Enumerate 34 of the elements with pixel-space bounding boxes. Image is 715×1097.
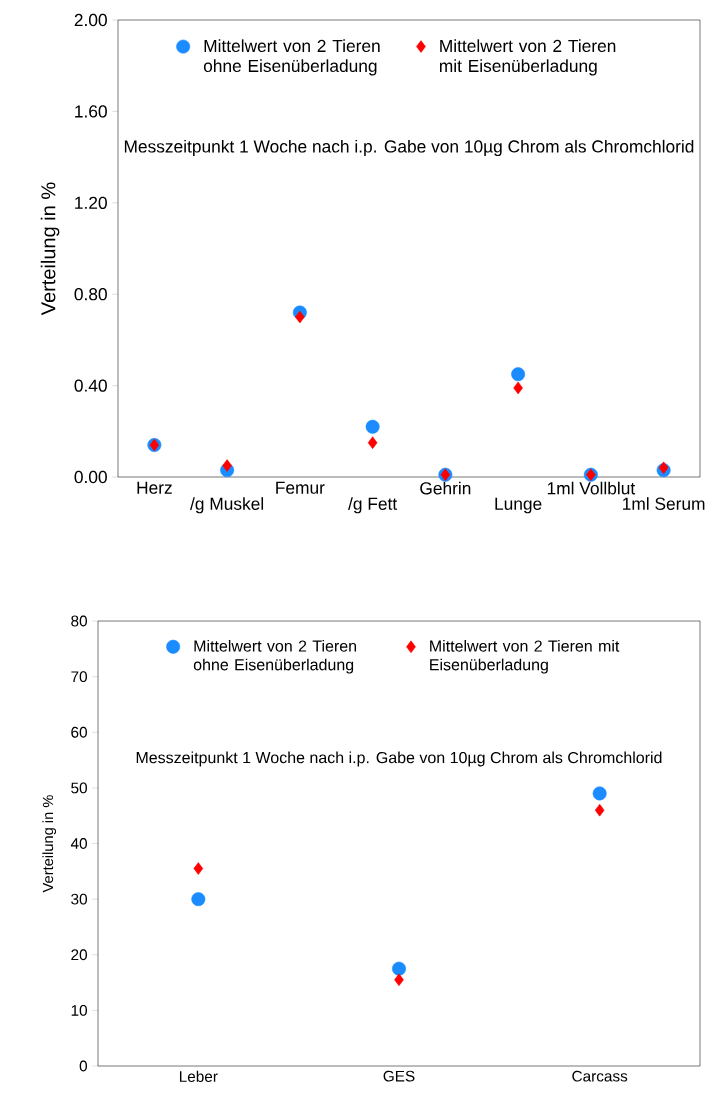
y-tick-label: 10 (71, 1004, 87, 1016)
y-tick-label: 0.40 (74, 379, 107, 392)
y-tick-label: 0.00 (74, 470, 107, 484)
x-tick-label: 1ml Serum (623, 497, 705, 510)
y-axis-title: Verteilung in % (40, 182, 60, 316)
annotation: Messzeitpunkt 1 Woche nach i.p. Gabe von 10µg Chrom als Chromchlorid (136, 751, 662, 767)
y-tick-label: 0.80 (74, 288, 107, 301)
x-tick-label: Gehrin (420, 481, 471, 495)
y-tick-label: 50 (71, 782, 87, 794)
x-tick-label: Leber (179, 1070, 218, 1082)
y-tick-label: 1.60 (75, 105, 107, 118)
x-tick-label: Carcass (572, 1070, 628, 1082)
y-tick-label: 20 (71, 949, 87, 961)
x-tick-label: GES (383, 1070, 415, 1082)
legend-label: Mittelwert von 2 Tieren mit Eisenüberladung (430, 639, 620, 674)
x-tick-label: Femur (276, 481, 325, 494)
y-tick-label: 2.00 (74, 13, 107, 27)
y-axis-title: Verteilung in % (42, 795, 57, 893)
legend-label: Mittelwert von 2 Tieren ohne Eisenüberladung (193, 639, 357, 674)
x-tick-label: /g Muskel (190, 497, 264, 514)
y-tick-label: 30 (71, 893, 87, 905)
y-tick-label: 0 (79, 1060, 87, 1072)
x-tick-label: Lunge (495, 497, 542, 514)
legend-label: Mittelwert von 2 Tieren mit Eisenüberladung (439, 39, 616, 76)
y-tick-label: 40 (70, 838, 87, 849)
x-tick-label: /g Fett (348, 497, 398, 514)
y-tick-label: 60 (71, 726, 87, 738)
y-tick-label: 80 (71, 615, 87, 627)
legend-label: Mittelwert von 2 Tieren ohne Eisenüberladung (203, 39, 380, 76)
y-tick-label: 70 (71, 671, 87, 683)
annotation: Messzeitpunkt 1 Woche nach i.p. Gabe von 10µg Chrom als Chromchlorid (124, 139, 694, 157)
y-tick-label: 1.20 (75, 196, 107, 209)
x-tick-label: Herz (137, 481, 172, 494)
x-tick-label: 1ml Vollblut (547, 481, 636, 495)
